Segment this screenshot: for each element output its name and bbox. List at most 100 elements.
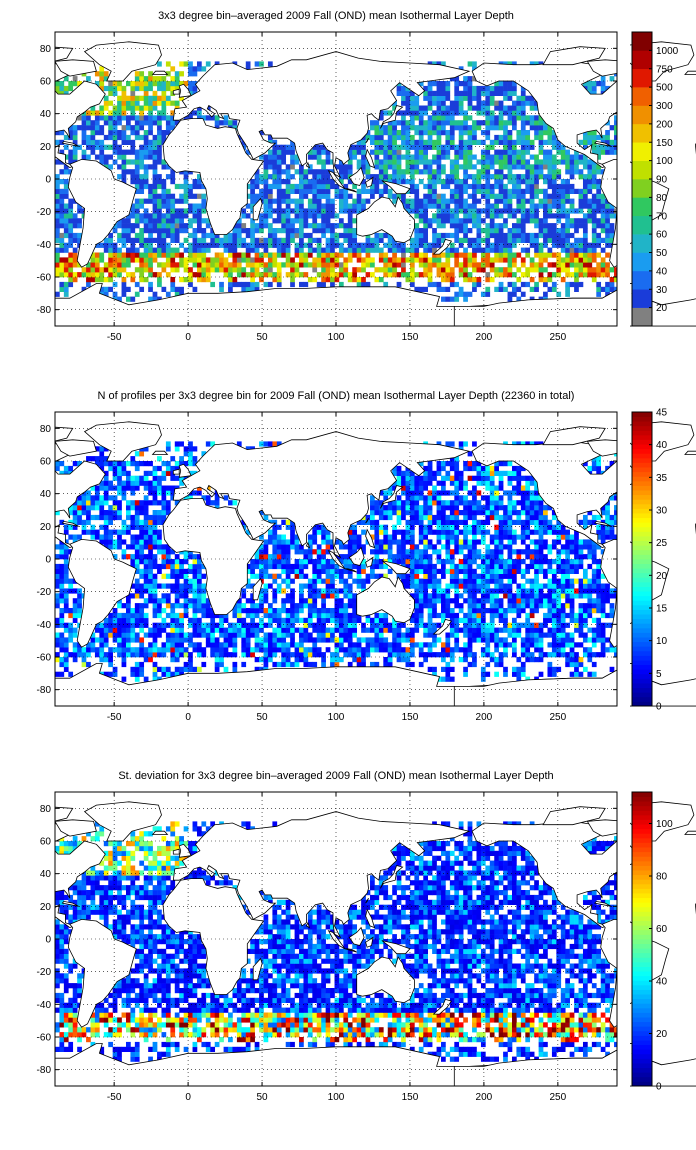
bin-cell [312,174,317,179]
bin-cell [499,164,504,169]
bin-cell [574,277,579,282]
bin-cell [113,86,118,91]
bin-cell [321,579,326,584]
bin-cell [565,657,570,662]
bin-cell [543,613,548,618]
bin-cell [148,130,153,135]
bin-cell [459,145,464,150]
bin-cell [161,228,166,233]
bin-cell [579,628,584,633]
bin-cell [388,130,393,135]
bin-cell [241,223,246,228]
bin-cell [290,633,295,638]
bin-cell [295,628,300,633]
bin-cell [499,628,504,633]
bin-cell [352,628,357,633]
bin-cell [432,613,437,618]
bin-cell [82,115,87,120]
bin-cell [153,208,158,213]
bin-cell [512,292,517,297]
bin-cell [277,608,282,613]
bin-cell [361,199,366,204]
bin-cell [64,184,69,189]
bin-cell [472,96,477,101]
bin-cell [370,150,375,155]
bin-cell [312,588,317,593]
bin-cell [99,257,104,262]
bin-cell [592,642,597,647]
bin-cell [388,272,393,277]
bin-cell [326,243,331,248]
bin-cell [516,584,521,589]
bin-cell [135,579,140,584]
bin-cell [59,233,64,238]
bin-cell [432,218,437,223]
bin-cell [450,623,455,628]
bin-cell [153,253,158,258]
bin-cell [552,174,557,179]
bin-cell [574,155,579,160]
bin-cell [477,623,482,628]
bin-cell [441,593,446,598]
bin-cell [170,253,175,258]
bin-cell [237,272,242,277]
bin-cell [308,652,313,657]
bin-cell [153,115,158,120]
bin-cell [308,248,313,253]
bin-cell [215,642,220,647]
bin-cell [126,125,131,130]
bin-cell [308,579,313,584]
bin-cell [485,243,490,248]
bin-cell [90,642,95,647]
bin-cell [477,179,482,184]
bin-cell [264,584,269,589]
bin-cell [512,272,517,277]
bin-cell [454,194,459,199]
bin-cell [472,155,477,160]
bin-cell [414,223,419,228]
bin-cell [423,120,428,125]
bin-cell [335,588,340,593]
bin-cell [459,218,464,223]
bin-cell [454,213,459,218]
bin-cell [117,238,122,243]
bin-cell [596,584,601,589]
bin-cell [423,194,428,199]
bin-cell [308,208,313,213]
bin-cell [73,253,78,258]
bin-cell [330,588,335,593]
bin-cell [485,623,490,628]
bin-cell [277,647,282,652]
bin-cell [521,199,526,204]
bin-cell [272,253,277,258]
bin-cell [277,267,282,272]
bin-cell [326,208,331,213]
bin-cell [472,574,477,579]
bin-cell [437,145,442,150]
bin-cell [90,140,95,145]
bin-cell [477,608,482,613]
bin-cell [516,233,521,238]
bin-cell [286,233,291,238]
bin-cell [490,598,495,603]
bin-cell [370,647,375,652]
bin-cell [259,647,264,652]
bin-cell [366,238,371,243]
bin-cell [530,208,535,213]
bin-cell [188,633,193,638]
bin-cell [454,633,459,638]
bin-cell [516,603,521,608]
bin-cell [95,140,100,145]
bin-cell [512,623,517,628]
bin-cell [224,257,229,262]
bin-cell [170,618,175,623]
bin-cell [184,598,189,603]
bin-cell [335,272,340,277]
bin-cell [441,169,446,174]
bin-cell [161,96,166,101]
bin-cell [503,637,508,642]
bin-cell [210,642,215,647]
bin-cell [508,194,513,199]
bin-cell [330,262,335,267]
bin-cell [108,623,113,628]
